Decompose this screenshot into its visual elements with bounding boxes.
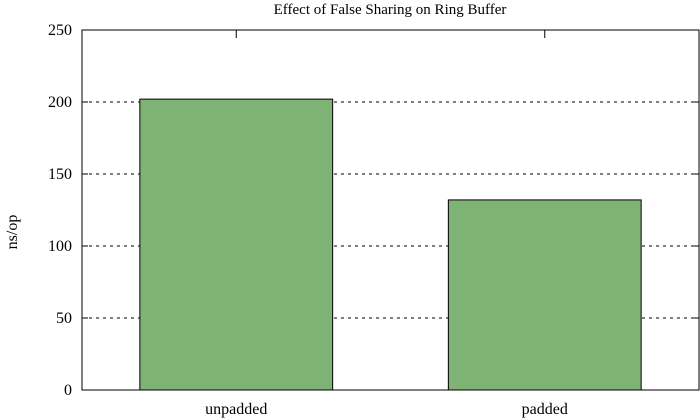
y-tick-label: 150: [48, 166, 72, 183]
y-axis-label: ns/op: [4, 215, 21, 250]
y-tick-label: 50: [56, 310, 72, 327]
x-tick-label: padded: [522, 401, 568, 418]
x-axis-ticks: unpadded padded: [205, 30, 568, 418]
plot-frame: [81, 29, 700, 391]
y-axis-ticks: 0 50 100 150 200 250: [48, 22, 699, 399]
x-tick-label: unpadded: [205, 401, 267, 418]
y-tick-label: 100: [48, 238, 72, 255]
y-tick-label: 200: [48, 94, 72, 111]
chart-title: Effect of False Sharing on Ring Buffer: [274, 2, 507, 18]
bars: [139, 98, 642, 391]
grid-lines: [82, 101, 699, 319]
bar-padded: [447, 199, 642, 391]
y-tick-label: 250: [48, 22, 72, 39]
y-tick-label: 0: [64, 382, 72, 399]
bar-unpadded: [139, 98, 334, 391]
